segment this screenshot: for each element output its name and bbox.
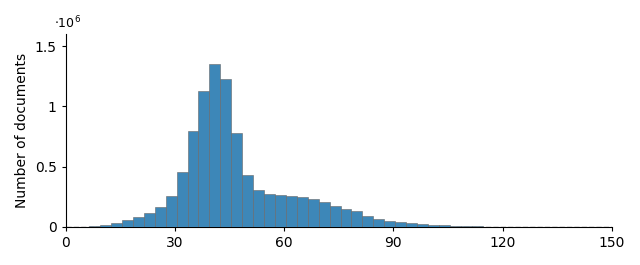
Bar — [286, 196, 297, 227]
Bar — [275, 195, 286, 227]
Bar — [340, 209, 351, 227]
Bar — [319, 202, 330, 227]
Bar — [155, 207, 166, 227]
Bar — [133, 217, 144, 227]
Bar — [450, 226, 461, 227]
Bar — [362, 216, 373, 227]
Bar — [209, 64, 220, 227]
Bar — [384, 220, 395, 227]
Bar — [231, 133, 242, 227]
Bar — [89, 226, 100, 227]
Bar — [406, 223, 417, 227]
Bar — [472, 226, 483, 227]
Bar — [122, 220, 133, 227]
Bar — [308, 199, 319, 227]
Bar — [439, 225, 450, 227]
Bar — [177, 171, 188, 227]
Bar — [297, 197, 308, 227]
Bar — [461, 226, 472, 227]
Bar — [220, 79, 231, 227]
Bar — [166, 196, 177, 227]
Text: $\cdot10^6$: $\cdot10^6$ — [54, 15, 81, 32]
Bar — [242, 175, 253, 227]
Bar — [188, 131, 198, 227]
Y-axis label: Number of documents: Number of documents — [15, 53, 29, 208]
Bar — [198, 91, 209, 227]
Bar — [351, 211, 362, 227]
Bar — [144, 213, 155, 227]
Bar — [253, 190, 264, 227]
Bar — [417, 224, 428, 227]
Bar — [373, 219, 384, 227]
Bar — [264, 194, 275, 227]
Bar — [395, 222, 406, 227]
Bar — [428, 224, 439, 227]
Bar — [111, 223, 122, 227]
Bar — [330, 206, 340, 227]
Bar — [100, 224, 111, 227]
